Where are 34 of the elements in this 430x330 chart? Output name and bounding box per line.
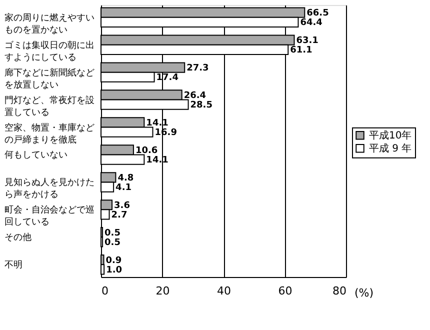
data-label: 2.7	[111, 210, 128, 220]
data-label: 3.6	[114, 200, 130, 211]
y-tick-label: 廊下などに新聞紙などを放置しない	[4, 67, 94, 90]
y-tick-label: ゴミは集収日の朝に出すようにしている	[4, 40, 94, 63]
x-tick-label: 0	[102, 284, 108, 298]
y-tick-label: その他	[4, 232, 32, 244]
data-label: 64.4	[300, 18, 322, 28]
y-tick-label: 不明	[4, 260, 22, 271]
data-label: 63.1	[296, 36, 318, 46]
data-label: 28.5	[190, 100, 212, 111]
legend-label: 平成 9 年	[369, 142, 412, 154]
x-tick-label: 60	[278, 284, 292, 298]
legend-label: 平成10年	[369, 129, 412, 142]
x-axis-title: (%)	[354, 286, 374, 300]
data-label: 1.0	[106, 265, 122, 276]
y-tick-label: 町会・自治会などで巡回している	[4, 204, 94, 228]
data-label: 27.3	[186, 64, 209, 74]
data-label: 4.1	[116, 183, 132, 194]
data-label: 61.1	[290, 46, 312, 56]
data-label: 26.4	[184, 90, 206, 101]
y-tick-label: 門灯など、常夜灯を設置している	[4, 94, 94, 118]
y-tick-label: 空家、物置・車庫などの戸締まりを徹底	[4, 122, 94, 146]
data-label: 0.5	[104, 228, 120, 238]
y-tick-label: 家の周りに燃えやすいものを置かない	[4, 12, 94, 36]
data-label: 4.8	[118, 173, 134, 184]
data-label: 0.9	[106, 256, 122, 266]
data-label: 10.6	[135, 146, 158, 156]
x-tick-label: 20	[156, 284, 170, 298]
x-tick-label: 80	[332, 284, 346, 298]
data-label: 0.5	[104, 238, 120, 248]
y-tick-label: 何もしていない	[4, 150, 68, 161]
x-tick-label: 40	[217, 284, 231, 298]
data-label: 66.5	[306, 8, 329, 19]
y-tick-label: 見知らぬ人を見かけたら声をかける	[4, 177, 94, 200]
